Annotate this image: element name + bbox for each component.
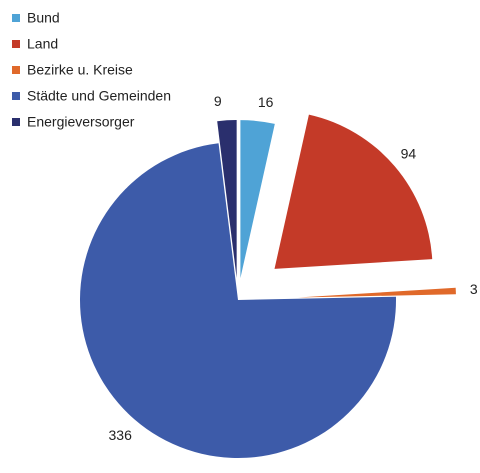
pie-slice [297, 287, 456, 298]
legend-swatch [12, 40, 20, 48]
pie-slice [274, 114, 433, 269]
legend-swatch [12, 118, 20, 126]
legend-swatch [12, 66, 20, 74]
legend-swatch [12, 92, 20, 100]
legend-label: Bund [27, 10, 60, 26]
value-label: 336 [109, 427, 133, 443]
pie-slice [80, 143, 396, 459]
value-label: 94 [401, 145, 417, 161]
legend-label: Bezirke u. Kreise [27, 62, 133, 78]
value-label: 9 [214, 93, 222, 109]
pie-slice [217, 120, 237, 279]
value-label: 16 [258, 94, 274, 110]
legend-label: Energieversorger [27, 114, 135, 130]
legend-swatch [12, 14, 20, 22]
value-label: 3 [470, 281, 478, 297]
legend-label: Land [27, 36, 58, 52]
pie-slice [240, 120, 275, 279]
legend-label: Städte und Gemeinden [27, 88, 171, 104]
